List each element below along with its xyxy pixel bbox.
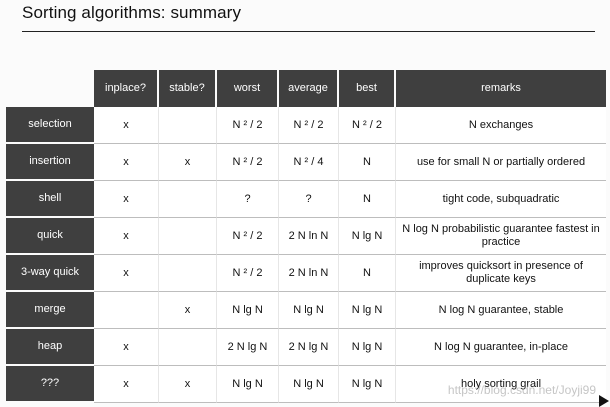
cell-average: N lg N	[279, 292, 339, 329]
cell-remarks: improves quicksort in presence of duplic…	[396, 255, 606, 292]
cell-stable	[159, 255, 217, 292]
cell-stable: x	[159, 292, 217, 329]
header-remarks: remarks	[396, 70, 606, 107]
cell-best: N lg N	[339, 366, 396, 403]
cell-worst: N lg N	[217, 292, 279, 329]
cell-remarks: N log N probabilistic guarantee fastest …	[396, 218, 606, 255]
cell-inplace: x	[94, 218, 159, 255]
header-worst: worst	[217, 70, 279, 107]
table-row: merge x N lg N N lg N N lg N N log N gua…	[6, 292, 610, 329]
cell-average: N ² / 2	[279, 107, 339, 144]
cell-remarks: N log N guarantee, in-place	[396, 329, 606, 366]
cell-remarks: holy sorting grail	[396, 366, 606, 403]
cell-average: N lg N	[279, 366, 339, 403]
table-row: 3-way quick x N ² / 2 2 N ln N N improve…	[6, 255, 610, 292]
cell-worst: ?	[217, 181, 279, 218]
row-label: ???	[6, 366, 94, 403]
cell-inplace: x	[94, 107, 159, 144]
cell-best: N	[339, 181, 396, 218]
row-label: selection	[6, 107, 94, 144]
row-label: shell	[6, 181, 94, 218]
cell-best: N	[339, 144, 396, 181]
cell-remarks: N exchanges	[396, 107, 606, 144]
cell-average: 2 N lg N	[279, 329, 339, 366]
cell-worst: N ² / 2	[217, 107, 279, 144]
summary-table: inplace? stable? worst average best rema…	[6, 70, 610, 403]
row-label: heap	[6, 329, 94, 366]
cell-stable	[159, 218, 217, 255]
table-row: heap x 2 N lg N 2 N lg N N lg N N log N …	[6, 329, 610, 366]
cell-inplace: x	[94, 329, 159, 366]
title-divider	[22, 31, 595, 32]
table-row: insertion x x N ² / 2 N ² / 4 N use for …	[6, 144, 610, 181]
header-best: best	[339, 70, 396, 107]
cell-inplace: x	[94, 366, 159, 403]
header-stable: stable?	[159, 70, 217, 107]
table-header-row: inplace? stable? worst average best rema…	[6, 70, 610, 107]
cell-stable	[159, 329, 217, 366]
cell-worst: N ² / 2	[217, 218, 279, 255]
cell-worst: N ² / 2	[217, 255, 279, 292]
cell-worst: N ² / 2	[217, 144, 279, 181]
row-label: merge	[6, 292, 94, 329]
cell-best: N	[339, 255, 396, 292]
cell-inplace	[94, 292, 159, 329]
cell-remarks: N log N guarantee, stable	[396, 292, 606, 329]
table-row: ??? x x N lg N N lg N N lg N holy sortin…	[6, 366, 610, 403]
header-corner	[6, 70, 94, 107]
cell-average: ?	[279, 181, 339, 218]
pointer-arrow-icon	[599, 395, 609, 407]
cell-worst: 2 N lg N	[217, 329, 279, 366]
cell-stable: x	[159, 366, 217, 403]
row-label: insertion	[6, 144, 94, 181]
cell-stable	[159, 107, 217, 144]
table-row: shell x ? ? N tight code, subquadratic	[6, 181, 610, 218]
page-title: Sorting algorithms: summary	[22, 3, 242, 22]
header-inplace: inplace?	[94, 70, 159, 107]
cell-best: N lg N	[339, 329, 396, 366]
cell-average: 2 N ln N	[279, 218, 339, 255]
cell-worst: N lg N	[217, 366, 279, 403]
cell-best: N ² / 2	[339, 107, 396, 144]
cell-stable	[159, 181, 217, 218]
cell-inplace: x	[94, 181, 159, 218]
cell-best: N lg N	[339, 218, 396, 255]
row-label: 3-way quick	[6, 255, 94, 292]
cell-stable: x	[159, 144, 217, 181]
cell-average: 2 N ln N	[279, 255, 339, 292]
cell-inplace: x	[94, 144, 159, 181]
cell-remarks: tight code, subquadratic	[396, 181, 606, 218]
table-row: selection x N ² / 2 N ² / 2 N ² / 2 N ex…	[6, 107, 610, 144]
cell-remarks: use for small N or partially ordered	[396, 144, 606, 181]
cell-best: N lg N	[339, 292, 396, 329]
header-average: average	[279, 70, 339, 107]
cell-average: N ² / 4	[279, 144, 339, 181]
row-label: quick	[6, 218, 94, 255]
table-row: quick x N ² / 2 2 N ln N N lg N N log N …	[6, 218, 610, 255]
cell-inplace: x	[94, 255, 159, 292]
